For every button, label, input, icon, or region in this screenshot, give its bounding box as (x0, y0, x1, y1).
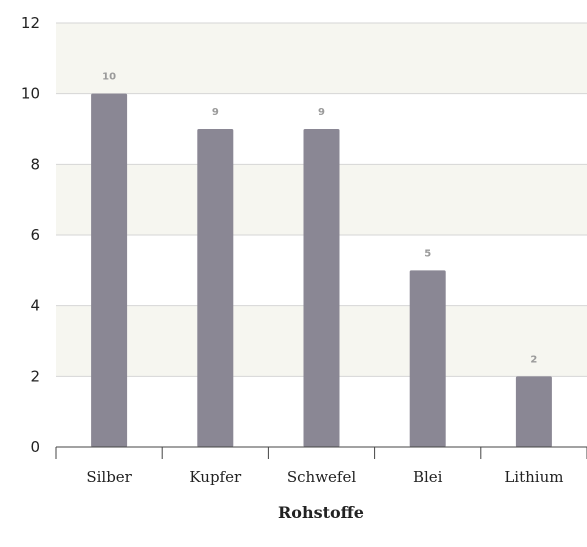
y-tick-label: 0 (30, 438, 40, 456)
data-label: 9 (212, 107, 219, 118)
y-tick-label: 2 (30, 367, 40, 385)
y-axis-ticks: 0 2 4 6 8 10 12 (21, 14, 40, 456)
x-tick-label: Kupfer (189, 468, 242, 486)
x-tick-label: Lithium (504, 468, 563, 486)
y-tick-label: 4 (30, 297, 40, 315)
x-axis-title: Rohstoffe (278, 503, 364, 522)
x-tick-label: Silber (86, 468, 132, 486)
y-tick-label: 8 (30, 155, 40, 173)
data-labels: 10 9 9 5 2 (102, 72, 537, 366)
data-label: 5 (424, 248, 431, 259)
bar (409, 270, 446, 447)
y-tick-label: 12 (21, 14, 40, 32)
data-label: 2 (530, 354, 537, 365)
data-label: 9 (318, 107, 325, 118)
data-label: 10 (102, 72, 116, 83)
x-tick-label: Blei (413, 468, 443, 486)
bar (515, 376, 552, 447)
grid-band (56, 23, 587, 94)
x-axis: Silber Kupfer Schwefel Blei Lithium (55, 446, 587, 486)
bar (91, 93, 128, 448)
bar (303, 129, 340, 447)
y-tick-label: 10 (21, 85, 40, 103)
y-tick-label: 6 (30, 226, 40, 244)
bar (197, 129, 234, 447)
x-tick-label: Schwefel (287, 468, 356, 486)
bars (91, 93, 552, 448)
